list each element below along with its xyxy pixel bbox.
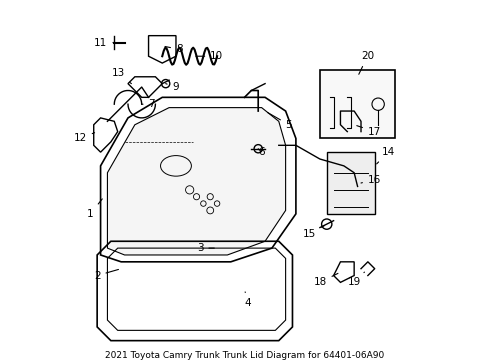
Text: 12: 12 (74, 132, 94, 144)
Polygon shape (107, 108, 285, 255)
Text: 2021 Toyota Camry Trunk Trunk Lid Diagram for 64401-06A90: 2021 Toyota Camry Trunk Trunk Lid Diagra… (104, 351, 384, 360)
Text: 1: 1 (87, 199, 102, 219)
Text: 19: 19 (347, 272, 364, 287)
Text: 10: 10 (196, 51, 223, 61)
Text: 4: 4 (244, 292, 251, 308)
Bar (319, 70, 394, 139)
Text: 15: 15 (303, 226, 324, 239)
Text: 14: 14 (376, 147, 394, 164)
Text: 2: 2 (94, 269, 118, 280)
Text: 7: 7 (142, 99, 155, 109)
Text: 5: 5 (267, 112, 292, 130)
Text: 13: 13 (111, 68, 131, 84)
Text: 8: 8 (164, 44, 182, 54)
Text: 18: 18 (313, 273, 337, 287)
Text: 16: 16 (360, 175, 380, 185)
Text: 3: 3 (196, 243, 214, 253)
Text: 9: 9 (165, 82, 179, 92)
Text: 6: 6 (258, 147, 264, 157)
Text: 11: 11 (94, 37, 115, 48)
Text: 17: 17 (356, 126, 380, 136)
Text: 20: 20 (358, 51, 373, 74)
Bar (326, 152, 374, 214)
